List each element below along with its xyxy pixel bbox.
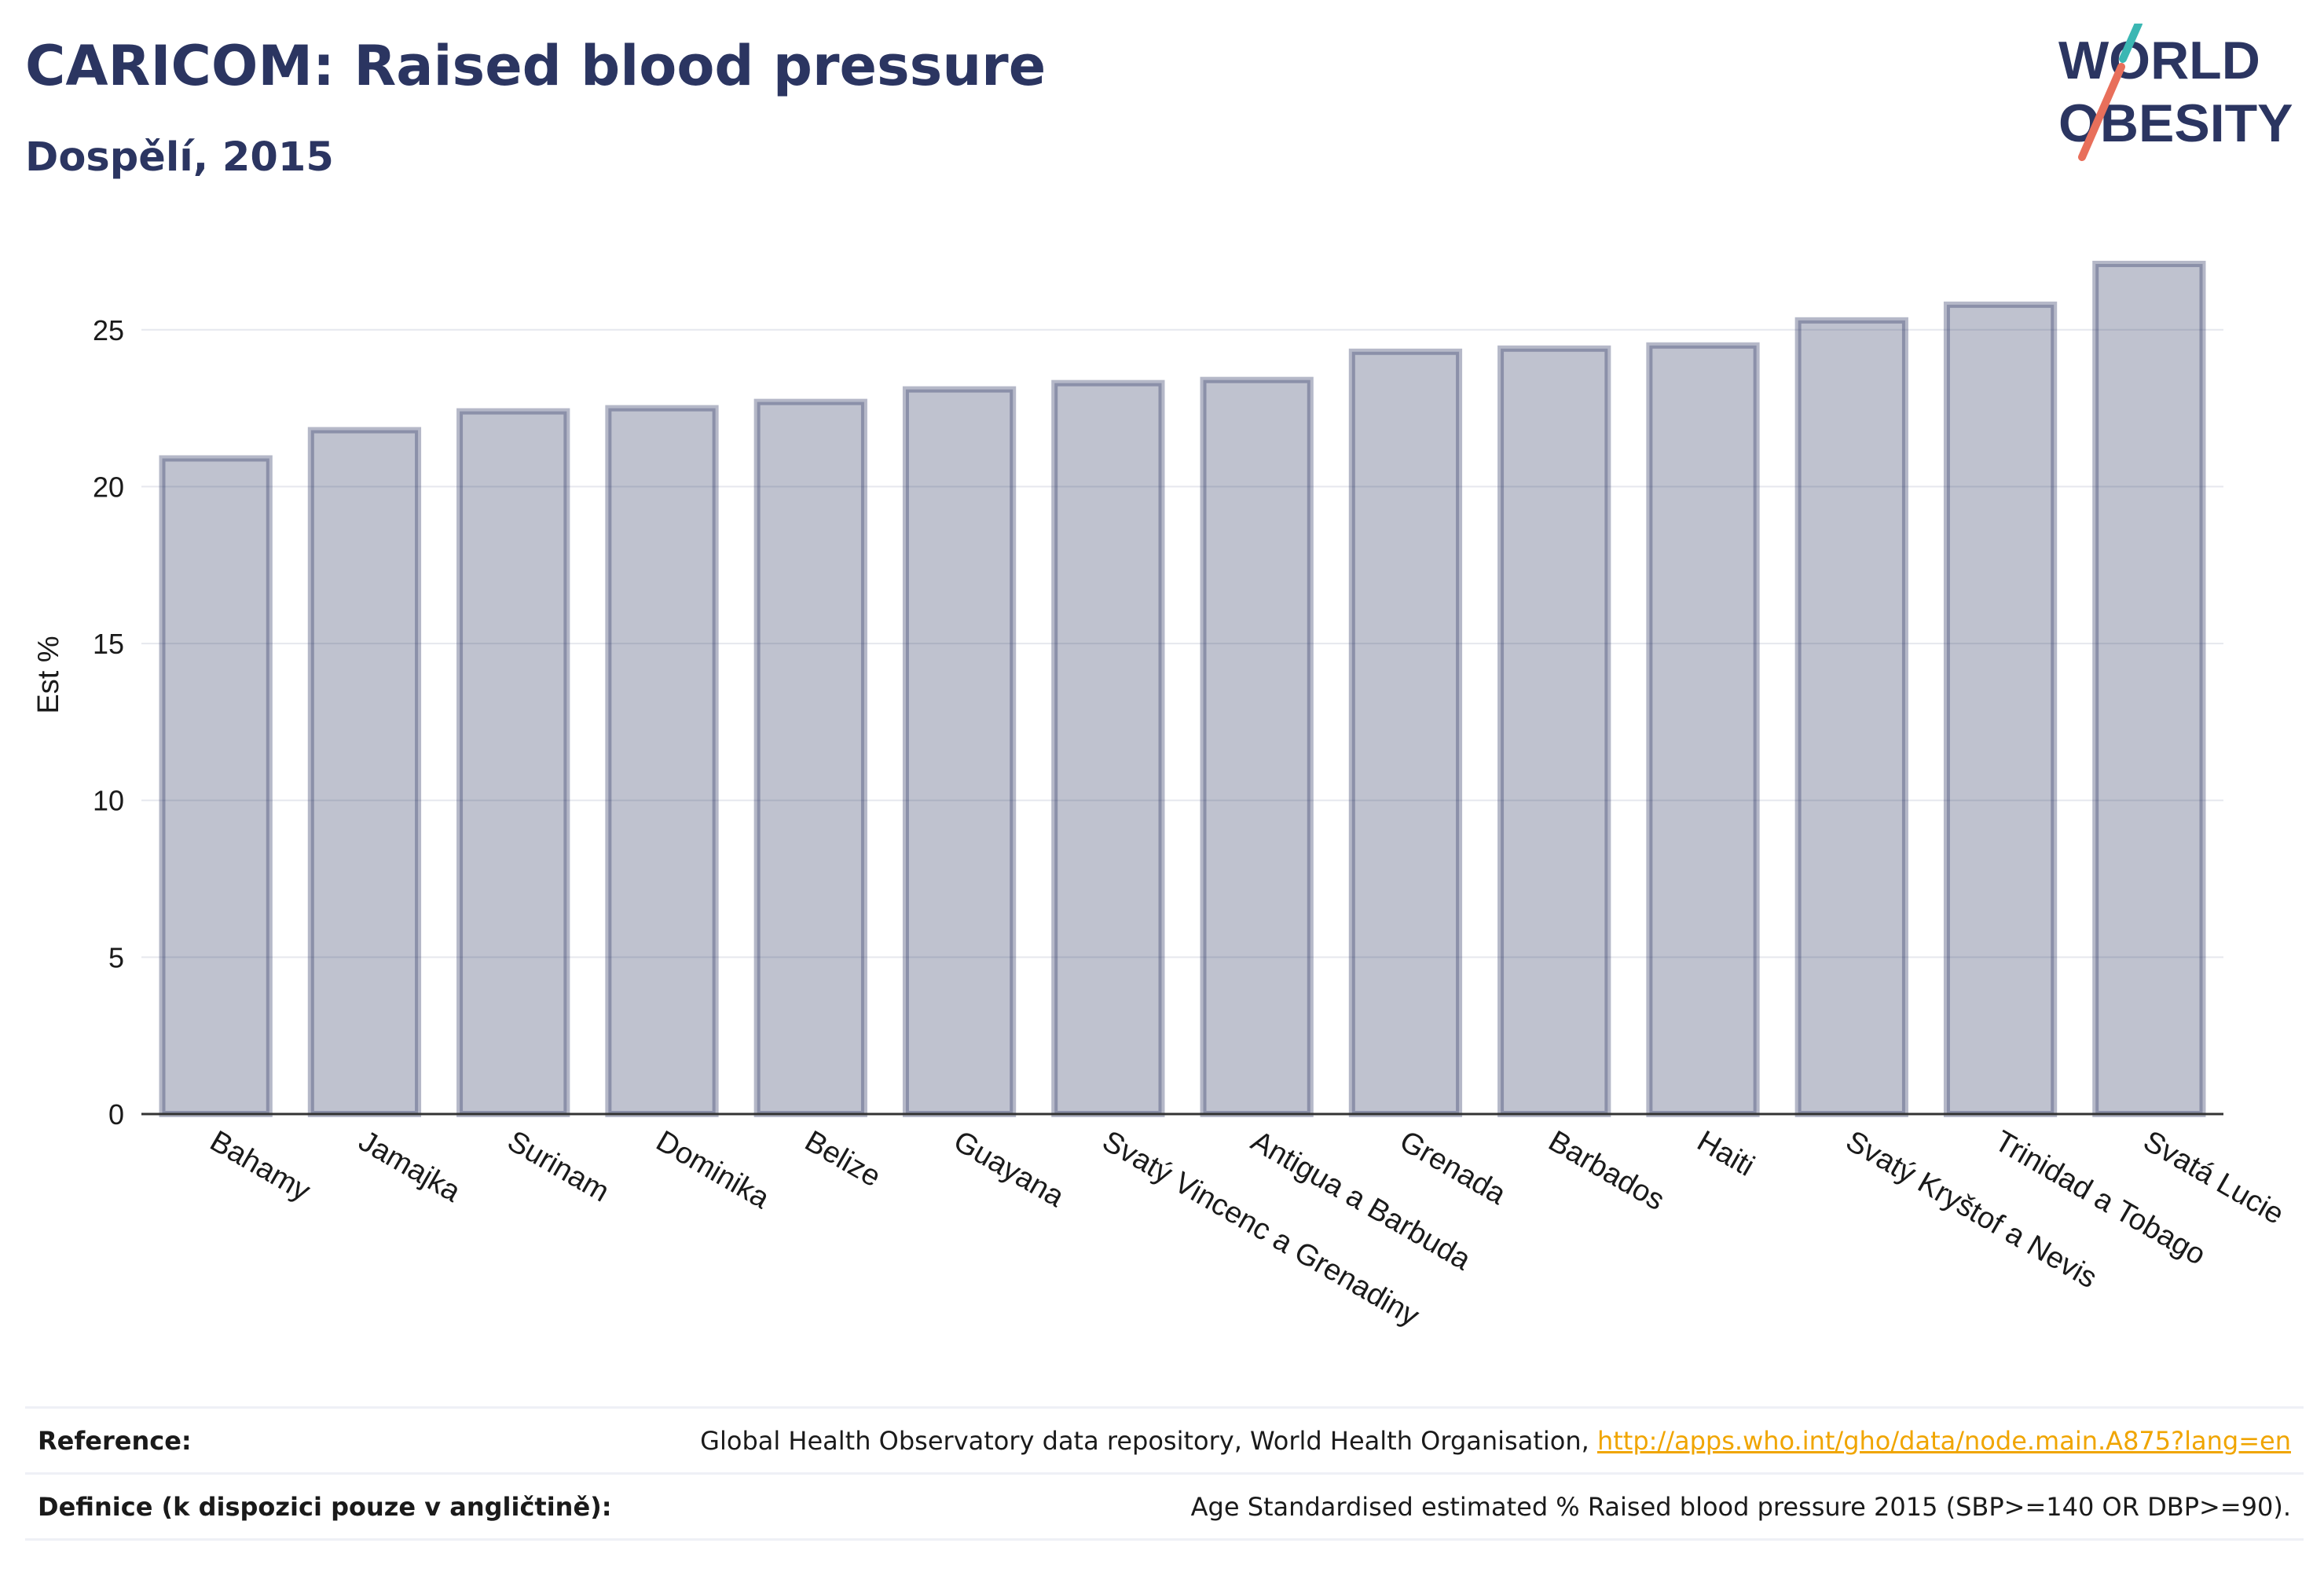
x-tick-label: Grenada [1394,1124,1512,1211]
reference-table: Reference: Global Health Observatory dat… [25,1406,2304,1541]
x-tick-label: Bahamy [204,1124,316,1208]
y-tick-label: 10 [93,785,124,817]
chart-subtitle: Dospělí, 2015 [25,134,334,181]
y-tick-label: 25 [93,314,124,346]
bars [159,260,2206,1118]
logo-text-world: WORLD [2058,31,2260,90]
definition-row: Definice (k dispozici pouze v angličtině… [25,1475,2304,1541]
bar [1051,379,1165,1117]
bar-chart: 0 5 10 15 20 25 Est % Bahamy Jamajka Surinam Domin… [32,260,2289,1333]
definition-label: Definice (k dispozici pouze v angličtině… [38,1491,612,1522]
bar [605,405,719,1117]
reference-row: Reference: Global Health Observatory dat… [25,1409,2304,1475]
y-tick-label: 15 [93,628,124,660]
x-tick-label: Barbados [1543,1124,1670,1217]
y-axis-label: Est % [32,636,65,713]
reference-text: Global Health Observatory data repositor… [700,1425,1597,1456]
bar [753,398,867,1118]
bar [2092,260,2206,1118]
x-tick-label: Haiti [1692,1124,1760,1182]
bar [902,386,1017,1117]
grid-lines [141,328,2223,958]
bar [1497,345,1611,1117]
y-tick-label: 5 [108,941,124,973]
x-tick-label: Belize [799,1124,886,1193]
bar [1200,376,1314,1117]
bar [1348,348,1463,1117]
bar [307,427,422,1117]
x-tick-label: Guayana [948,1124,1070,1214]
reference-value: Global Health Observatory data repositor… [700,1426,2291,1456]
logo-teal-slash [2119,24,2143,63]
bar [1646,342,1760,1117]
bar [456,408,570,1117]
x-tick-label: Dominika [651,1124,775,1215]
bar [1794,317,1908,1117]
bar [159,455,273,1117]
definition-text: Age Standardised estimated % Raised bloo… [1190,1491,2291,1522]
bar [1943,301,2058,1117]
reference-link[interactable]: http://apps.who.int/gho/data/node.main.A… [1596,1425,2291,1456]
world-obesity-logo: WORLD OBESITY [2058,24,2293,161]
reference-label: Reference: [38,1425,192,1456]
x-tick-label: Jamajka [353,1124,466,1209]
x-tick-label: Surinam [502,1124,615,1208]
logo-coral-slash [2078,63,2125,161]
y-tick-label: 0 [108,1098,124,1131]
y-tick-label: 20 [93,471,124,503]
x-tick-label: Svatý Kryštof a Nevis [1840,1124,2102,1295]
chart-title: CARICOM: Raised blood pressure [25,34,1047,98]
